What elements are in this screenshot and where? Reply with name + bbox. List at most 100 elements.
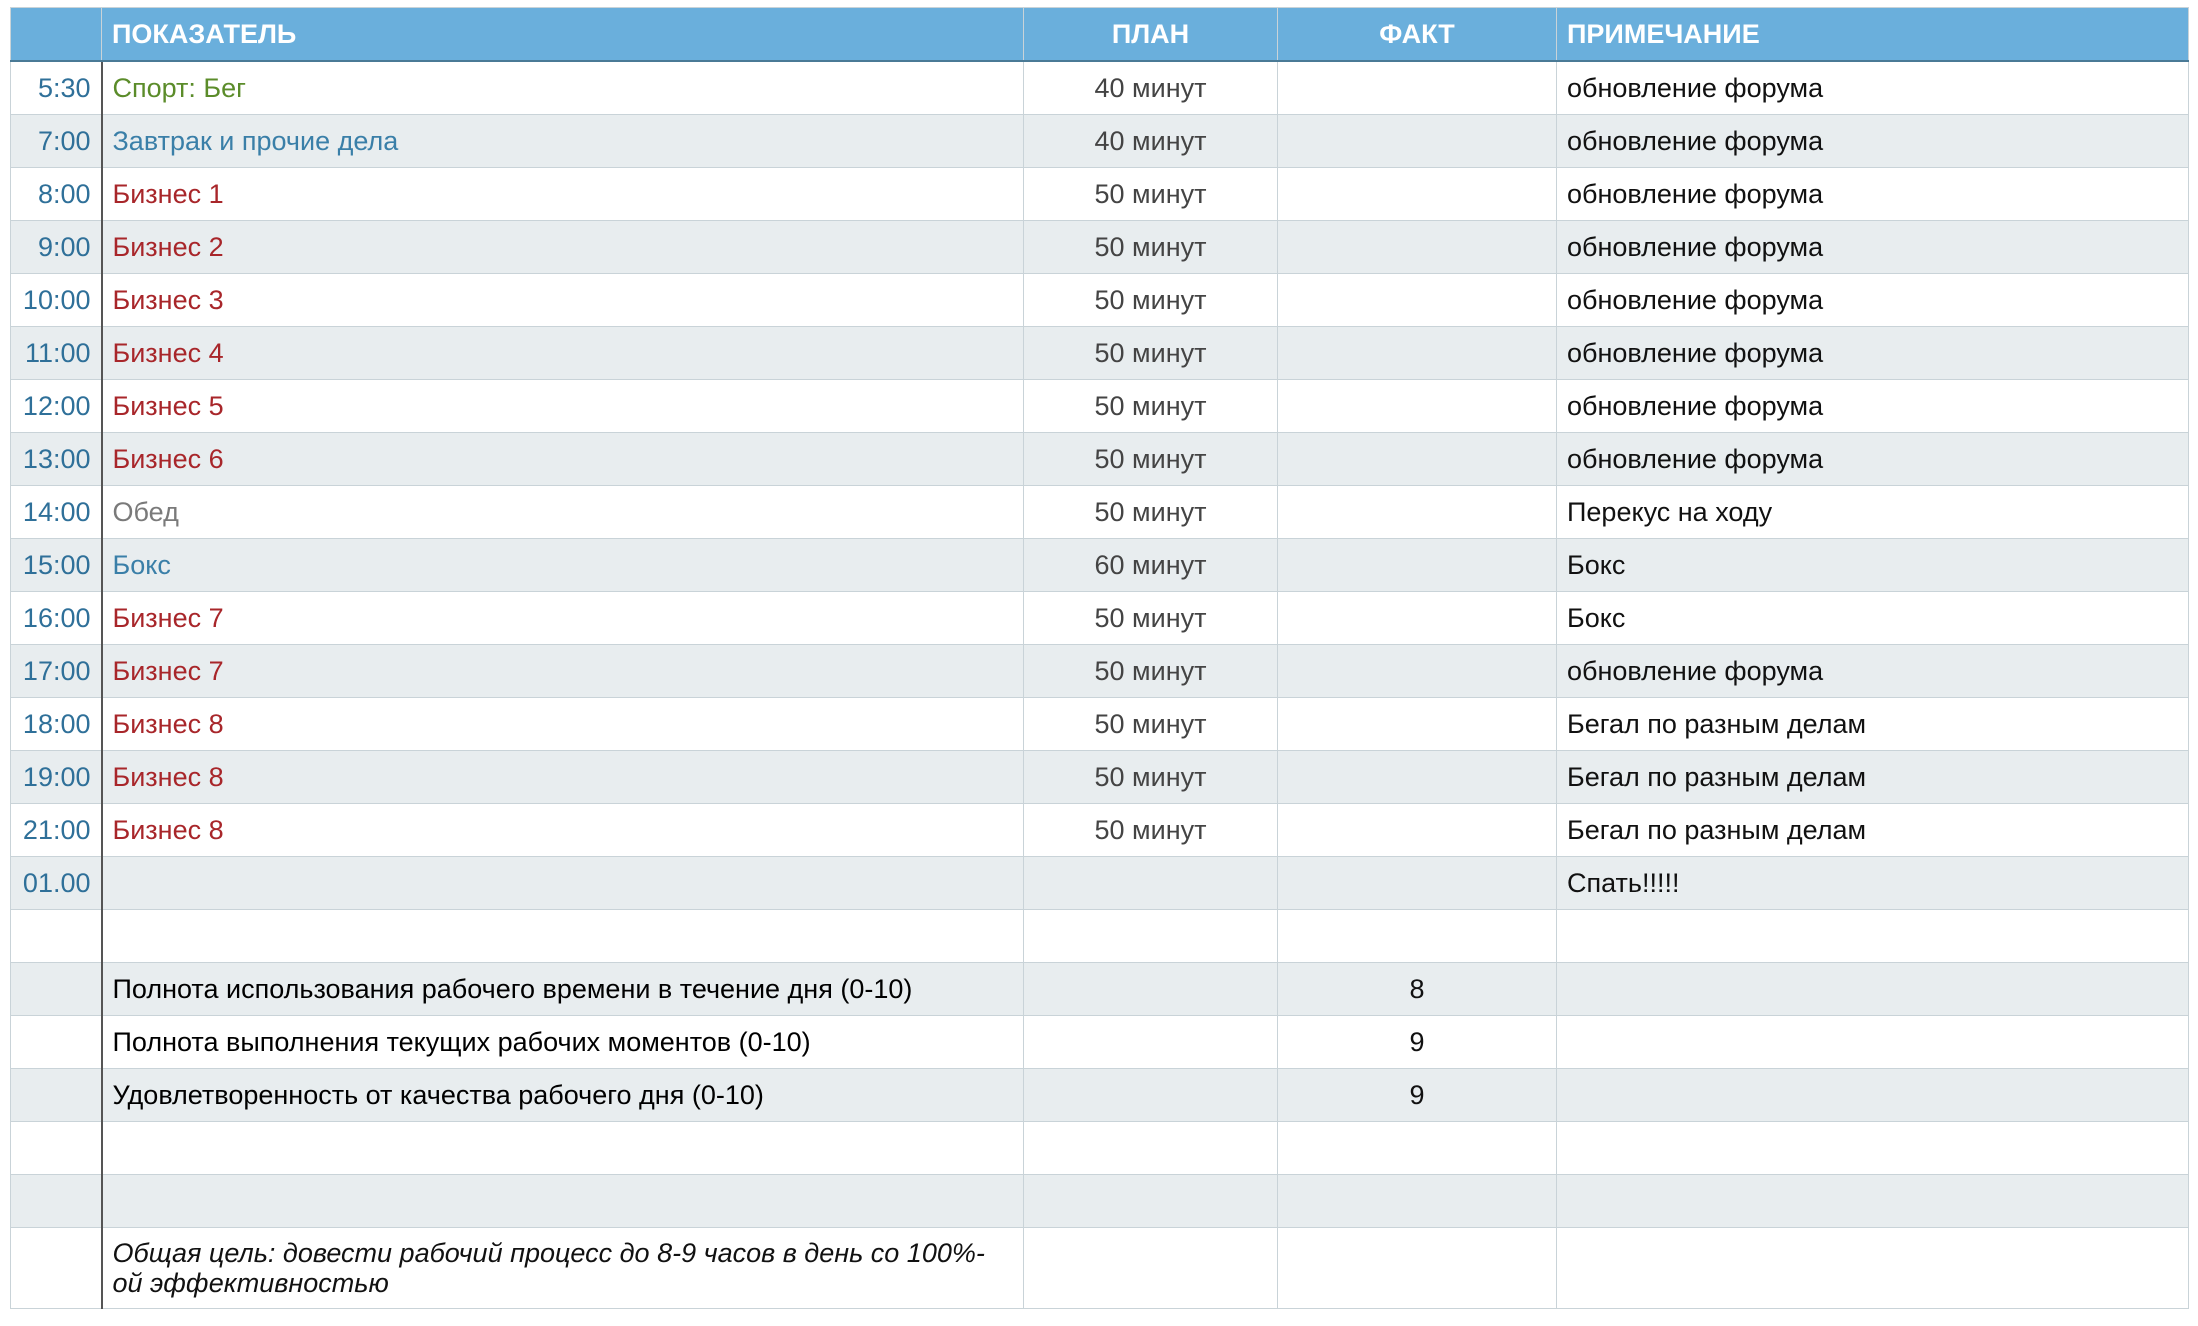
note-cell: обновление форума xyxy=(1556,644,2189,698)
indicator-cell: Полнота использования рабочего времени в… xyxy=(101,962,1024,1016)
note-cell: Бегал по разным делам xyxy=(1556,697,2189,751)
note-cell: Бегал по разным делам xyxy=(1556,803,2189,857)
header-cell: ПРИМЕЧАНИЕ xyxy=(1556,7,2189,62)
goal-row: Общая цель: довести рабочий процесс до 8… xyxy=(10,1227,2189,1309)
time-cell: 9:00 xyxy=(10,220,103,274)
note-cell xyxy=(1556,1015,2189,1069)
indicator-cell: Обед xyxy=(101,485,1024,539)
note-cell xyxy=(1556,1174,2189,1228)
fact-cell xyxy=(1277,167,1557,221)
time-cell: 18:00 xyxy=(10,697,103,751)
note-cell: Спать!!!!! xyxy=(1556,856,2189,910)
indicator-cell: Бизнес 4 xyxy=(101,326,1024,380)
fact-cell xyxy=(1277,909,1557,963)
table-body: 5:30 Спорт: Бег 40 минут обновление форума 7… xyxy=(10,60,2189,1309)
plan-cell xyxy=(1023,1015,1278,1069)
fact-cell xyxy=(1277,60,1557,115)
note-cell: Бокс xyxy=(1556,591,2189,645)
header-row: ПОКАЗАТЕЛЬ ПЛАН ФАКТ ПРИМЕЧАНИЕ xyxy=(10,7,2189,62)
indicator-cell: Бизнес 7 xyxy=(101,644,1024,698)
fact-cell: 9 xyxy=(1277,1015,1557,1069)
table-row: 5:30 Спорт: Бег 40 минут обновление форума xyxy=(10,60,2189,115)
time-cell: 17:00 xyxy=(10,644,103,698)
indicator-cell: Бизнес 8 xyxy=(101,750,1024,804)
goal-cell: Общая цель: довести рабочий процесс до 8… xyxy=(101,1227,1024,1309)
time-cell xyxy=(10,1068,103,1122)
table-row: 8:00 Бизнес 1 50 минут обновление форума xyxy=(10,167,2189,221)
indicator-cell: Бизнес 6 xyxy=(101,432,1024,486)
time-cell xyxy=(10,909,103,963)
schedule-table: ПОКАЗАТЕЛЬ ПЛАН ФАКТ ПРИМЕЧАНИЕ 5:30 Спор… xyxy=(10,7,2189,1309)
table-row: Полнота выполнения текущих рабочих момен… xyxy=(10,1015,2189,1069)
table-row: Полнота использования рабочего времени в… xyxy=(10,962,2189,1016)
table-row: 13:00 Бизнес 6 50 минут обновление форума xyxy=(10,432,2189,486)
fact-cell xyxy=(1277,750,1557,804)
indicator-cell: Полнота выполнения текущих рабочих момен… xyxy=(101,1015,1024,1069)
note-cell xyxy=(1556,1227,2189,1309)
fact-cell xyxy=(1277,1227,1557,1309)
note-cell: Перекус на ходу xyxy=(1556,485,2189,539)
table-row xyxy=(10,909,2189,963)
plan-cell: 50 минут xyxy=(1023,432,1278,486)
table-row: 01.00 Спать!!!!! xyxy=(10,856,2189,910)
plan-cell: 50 минут xyxy=(1023,167,1278,221)
fact-cell: 9 xyxy=(1277,1068,1557,1122)
table-row: Удовлетворенность от качества рабочего д… xyxy=(10,1068,2189,1122)
fact-cell xyxy=(1277,644,1557,698)
table-row: 19:00 Бизнес 8 50 минут Бегал по разным дел… xyxy=(10,750,2189,804)
fact-cell xyxy=(1277,114,1557,168)
table-row xyxy=(10,1121,2189,1175)
fact-cell xyxy=(1277,485,1557,539)
note-cell: обновление форума xyxy=(1556,60,2189,115)
time-cell: 8:00 xyxy=(10,167,103,221)
plan-cell: 50 минут xyxy=(1023,591,1278,645)
plan-cell: 50 минут xyxy=(1023,273,1278,327)
indicator-cell: Бизнес 5 xyxy=(101,379,1024,433)
note-cell xyxy=(1556,962,2189,1016)
plan-cell: 50 минут xyxy=(1023,485,1278,539)
plan-cell: 50 минут xyxy=(1023,750,1278,804)
note-cell xyxy=(1556,1121,2189,1175)
indicator-cell: Спорт: Бег xyxy=(101,60,1024,115)
fact-cell xyxy=(1277,856,1557,910)
header-cell: ФАКТ xyxy=(1277,7,1557,62)
fact-cell xyxy=(1277,697,1557,751)
note-cell: Бокс xyxy=(1556,538,2189,592)
indicator-cell xyxy=(101,909,1024,963)
fact-cell xyxy=(1277,273,1557,327)
time-cell: 10:00 xyxy=(10,273,103,327)
indicator-cell: Бизнес 1 xyxy=(101,167,1024,221)
table-row: 15:00 Бокс 60 минут Бокс xyxy=(10,538,2189,592)
indicator-cell: Бизнес 7 xyxy=(101,591,1024,645)
plan-cell: 50 минут xyxy=(1023,326,1278,380)
header-cell: ПЛАН xyxy=(1023,7,1278,62)
indicator-cell: Бокс xyxy=(101,538,1024,592)
table-row: 11:00 Бизнес 4 50 минут обновление форума xyxy=(10,326,2189,380)
indicator-cell: Бизнес 3 xyxy=(101,273,1024,327)
indicator-cell: Бизнес 2 xyxy=(101,220,1024,274)
table-row xyxy=(10,1174,2189,1228)
note-cell: обновление форума xyxy=(1556,379,2189,433)
note-cell: обновление форума xyxy=(1556,326,2189,380)
plan-cell: 40 минут xyxy=(1023,114,1278,168)
time-cell: 16:00 xyxy=(10,591,103,645)
indicator-cell xyxy=(101,1174,1024,1228)
plan-cell xyxy=(1023,909,1278,963)
plan-cell: 50 минут xyxy=(1023,697,1278,751)
note-cell: обновление форума xyxy=(1556,432,2189,486)
time-cell: 15:00 xyxy=(10,538,103,592)
fact-cell xyxy=(1277,538,1557,592)
fact-cell xyxy=(1277,1174,1557,1228)
indicator-cell: Бизнес 8 xyxy=(101,697,1024,751)
plan-cell: 60 минут xyxy=(1023,538,1278,592)
plan-cell xyxy=(1023,856,1278,910)
table-row: 12:00 Бизнес 5 50 минут обновление форума xyxy=(10,379,2189,433)
time-cell: 7:00 xyxy=(10,114,103,168)
header-cell: ПОКАЗАТЕЛЬ xyxy=(101,7,1024,62)
time-cell xyxy=(10,1015,103,1069)
plan-cell: 40 минут xyxy=(1023,60,1278,115)
table-row: 14:00 Обед 50 минут Перекус на ходу xyxy=(10,485,2189,539)
table-row: 7:00 Завтрак и прочие дела 40 минут обновле… xyxy=(10,114,2189,168)
time-cell: 21:00 xyxy=(10,803,103,857)
time-cell xyxy=(10,1121,103,1175)
